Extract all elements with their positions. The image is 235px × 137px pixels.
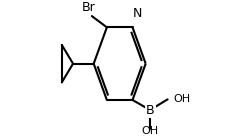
Text: OH: OH (173, 94, 190, 104)
Text: N: N (133, 7, 142, 20)
Text: OH: OH (141, 126, 159, 136)
Text: B: B (146, 103, 154, 116)
Text: Br: Br (82, 1, 96, 14)
